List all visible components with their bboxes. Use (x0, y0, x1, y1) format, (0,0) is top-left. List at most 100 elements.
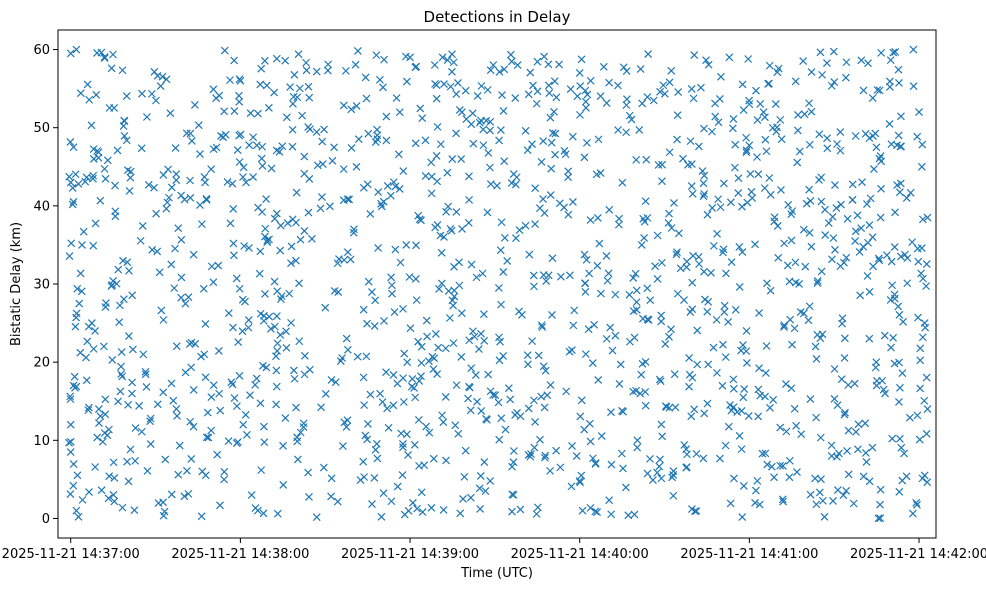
data-point (366, 390, 375, 399)
data-point (667, 224, 676, 232)
data-point (161, 455, 170, 464)
data-point (376, 389, 385, 398)
data-point (688, 373, 697, 382)
data-point (411, 274, 420, 283)
data-point (226, 219, 235, 228)
data-point (78, 495, 87, 504)
data-point (657, 258, 666, 267)
data-point (478, 269, 487, 278)
data-point (296, 235, 305, 244)
data-point (272, 209, 281, 218)
data-point (290, 374, 299, 383)
data-point (641, 387, 650, 396)
data-point (818, 70, 827, 79)
data-point (865, 134, 874, 143)
data-point (499, 352, 508, 360)
data-point (411, 139, 420, 148)
data-point (657, 474, 666, 483)
data-point (443, 56, 452, 65)
data-point (909, 82, 918, 91)
data-point (816, 433, 825, 442)
data-point (506, 395, 515, 404)
data-point (776, 461, 785, 470)
data-point (228, 179, 237, 188)
data-point (680, 296, 688, 304)
data-point (455, 106, 464, 114)
data-point (508, 507, 516, 516)
data-point (465, 383, 474, 392)
data-point (282, 113, 291, 122)
data-point (744, 412, 753, 420)
data-point (66, 395, 75, 404)
data-point (703, 399, 712, 408)
data-point (766, 190, 775, 199)
data-point (817, 267, 826, 276)
data-point (840, 354, 849, 362)
data-point (404, 451, 413, 459)
data-point (444, 202, 453, 211)
data-point (92, 90, 101, 99)
data-point (91, 219, 100, 228)
data-point (249, 133, 258, 142)
data-point (771, 100, 780, 109)
data-point (120, 117, 129, 126)
data-point (429, 454, 438, 463)
data-point (500, 65, 509, 74)
data-point (833, 140, 841, 148)
data-point (790, 404, 799, 413)
data-point (751, 240, 759, 249)
data-point (100, 429, 109, 437)
data-point (655, 375, 664, 384)
data-point (66, 490, 75, 499)
data-point (661, 340, 670, 349)
data-point (840, 334, 849, 343)
data-point (739, 106, 748, 114)
data-point (779, 497, 788, 506)
data-point (260, 422, 268, 431)
data-point (841, 408, 849, 417)
data-point (230, 251, 238, 260)
data-point (561, 150, 570, 159)
data-point (427, 158, 436, 167)
data-point (700, 171, 709, 180)
data-point (418, 508, 427, 517)
data-point (539, 137, 548, 145)
data-point (400, 349, 409, 358)
data-point (659, 81, 668, 90)
data-point (876, 152, 885, 160)
data-point (304, 82, 313, 91)
data-point (200, 172, 209, 181)
data-point (630, 333, 639, 342)
data-point (565, 347, 574, 356)
data-point (230, 107, 239, 116)
data-point (251, 380, 260, 389)
data-point (581, 350, 590, 359)
data-point (318, 193, 326, 201)
data-point (693, 360, 702, 369)
data-point (811, 342, 820, 351)
data-point (380, 55, 388, 64)
data-point (128, 345, 137, 354)
data-point (216, 501, 224, 510)
data-point (113, 146, 122, 155)
data-point (687, 182, 696, 190)
data-point (641, 401, 650, 410)
data-point (805, 185, 814, 194)
data-point (123, 457, 132, 466)
data-point (469, 327, 477, 336)
data-point (308, 234, 316, 243)
data-point (352, 102, 361, 110)
data-point (753, 153, 761, 162)
data-point (174, 470, 183, 479)
data-point (486, 163, 494, 172)
data-point (583, 90, 592, 99)
data-point (68, 200, 77, 209)
data-point (180, 492, 189, 501)
data-point (874, 514, 883, 523)
data-point (76, 348, 85, 357)
data-point (200, 350, 209, 359)
data-point (865, 287, 874, 296)
data-point (477, 329, 485, 338)
data-point (567, 482, 576, 491)
data-point (224, 309, 233, 318)
